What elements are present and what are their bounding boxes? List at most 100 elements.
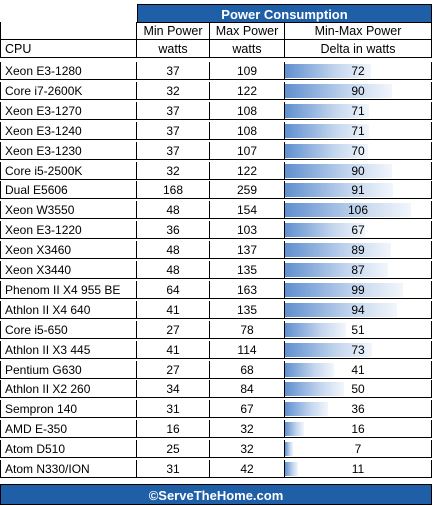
delta-bar: [285, 123, 369, 138]
min-power-value: 34: [137, 380, 210, 399]
delta-value: 106: [347, 203, 369, 218]
table-row: Xeon W3550 48 154 106: [0, 201, 432, 220]
delta-bar: [285, 223, 365, 238]
header-delta: Min-Max Power: [285, 22, 432, 40]
delta-value: 73: [351, 342, 365, 357]
delta-bar: [285, 322, 346, 337]
delta-bar: [285, 163, 392, 178]
cpu-name: Xeon X3460: [0, 241, 137, 260]
delta-cell: 72: [285, 62, 432, 80]
cpu-name: Core i7-2600K: [0, 81, 137, 100]
min-power-value: 32: [137, 81, 210, 100]
min-power-value: 41: [137, 300, 210, 319]
delta-cell: 41: [285, 360, 432, 379]
min-power-value: 48: [137, 201, 210, 220]
max-power-value: 78: [210, 320, 285, 339]
delta-value: 99: [351, 282, 365, 297]
table-row: Core i5-2500K 32 122 90: [0, 161, 432, 180]
max-power-value: 122: [210, 161, 285, 180]
footer-credit: ©ServeTheHome.com: [0, 484, 432, 505]
delta-cell: 70: [285, 141, 432, 160]
delta-cell: 50: [285, 380, 432, 399]
table-row: Xeon E3-1220 36 103 67: [0, 221, 432, 240]
delta-value: 90: [351, 83, 365, 98]
delta-value: 94: [351, 302, 365, 317]
cpu-name: Xeon E3-1240: [0, 121, 137, 140]
max-power-value: 103: [210, 221, 285, 240]
table-row: Pentium G630 27 68 41: [0, 360, 432, 379]
cpu-name: Xeon E3-1220: [0, 221, 137, 240]
delta-bar: [285, 342, 372, 357]
header-max-unit: watts: [210, 40, 285, 58]
delta-cell: 7: [285, 440, 432, 459]
delta-cell: 11: [285, 460, 432, 478]
delta-bar: [285, 382, 344, 397]
table-title: Power Consumption: [137, 4, 432, 23]
delta-value: 41: [351, 362, 365, 377]
delta-bar: [285, 83, 392, 98]
min-power-value: 48: [137, 241, 210, 260]
delta-bar: [285, 203, 411, 218]
delta-value: 67: [351, 223, 365, 238]
min-power-value: 25: [137, 440, 210, 459]
max-power-value: 114: [210, 340, 285, 359]
cpu-name: Dual E5606: [0, 181, 137, 200]
min-power-value: 37: [137, 101, 210, 120]
max-power-value: 68: [210, 360, 285, 379]
cpu-name: Xeon E3-1280: [0, 62, 137, 80]
min-power-value: 37: [137, 121, 210, 140]
max-power-value: 137: [210, 241, 285, 260]
delta-bar: [285, 282, 403, 297]
delta-value: 51: [351, 322, 365, 337]
delta-value: 87: [351, 263, 365, 277]
cpu-name: Sempron 140: [0, 400, 137, 419]
cpu-name: Core i5-650: [0, 320, 137, 339]
max-power-value: 135: [210, 261, 285, 279]
table-row: Core i7-2600K 32 122 90: [0, 81, 432, 100]
delta-bar: [285, 143, 368, 158]
delta-cell: 89: [285, 241, 432, 260]
delta-bar: [285, 103, 369, 118]
max-power-value: 108: [210, 101, 285, 120]
table-row: Xeon X3460 48 137 89: [0, 241, 432, 260]
min-power-value: 27: [137, 360, 210, 379]
min-power-value: 36: [137, 221, 210, 240]
delta-value: 11: [351, 462, 365, 476]
max-power-value: 67: [210, 400, 285, 419]
table-row: Phenom II X4 955 BE 64 163 99: [0, 280, 432, 299]
cpu-name: Xeon E3-1270: [0, 101, 137, 120]
delta-bar: [285, 183, 393, 198]
cpu-name: Athlon II X2 260: [0, 380, 137, 399]
table-row: Atom N330/ION 31 42 11: [0, 460, 432, 478]
max-power-value: 84: [210, 380, 285, 399]
cpu-name: AMD E-350: [0, 420, 137, 439]
delta-value: 70: [351, 143, 365, 158]
table-row: Xeon E3-1280 37 109 72: [0, 62, 432, 80]
delta-bar: [285, 422, 304, 437]
delta-cell: 99: [285, 280, 432, 299]
min-power-value: 64: [137, 280, 210, 299]
header-max-power: Max Power: [210, 22, 285, 40]
table-row: Dual E5606 168 259 91: [0, 181, 432, 200]
table-row: Xeon E3-1240 37 108 71: [0, 121, 432, 140]
delta-cell: 71: [285, 121, 432, 140]
delta-value: 71: [351, 123, 365, 138]
header-cpu-top: [0, 22, 137, 40]
cpu-name: Phenom II X4 955 BE: [0, 280, 137, 299]
cpu-name: Xeon E3-1230: [0, 141, 137, 160]
delta-value: 91: [351, 183, 365, 198]
delta-bar: [285, 64, 371, 78]
delta-bar: [285, 243, 391, 258]
delta-bar: [285, 462, 298, 476]
delta-cell: 90: [285, 161, 432, 180]
max-power-value: 108: [210, 121, 285, 140]
delta-value: 50: [351, 382, 365, 397]
header-cpu: CPU: [0, 40, 137, 58]
table-row: Athlon II X3 445 41 114 73: [0, 340, 432, 359]
max-power-value: 107: [210, 141, 285, 160]
delta-cell: 106: [285, 201, 432, 220]
delta-value: 71: [351, 103, 365, 118]
header-row-1: Min Power Max Power Min-Max Power: [0, 22, 432, 40]
delta-cell: 87: [285, 261, 432, 279]
